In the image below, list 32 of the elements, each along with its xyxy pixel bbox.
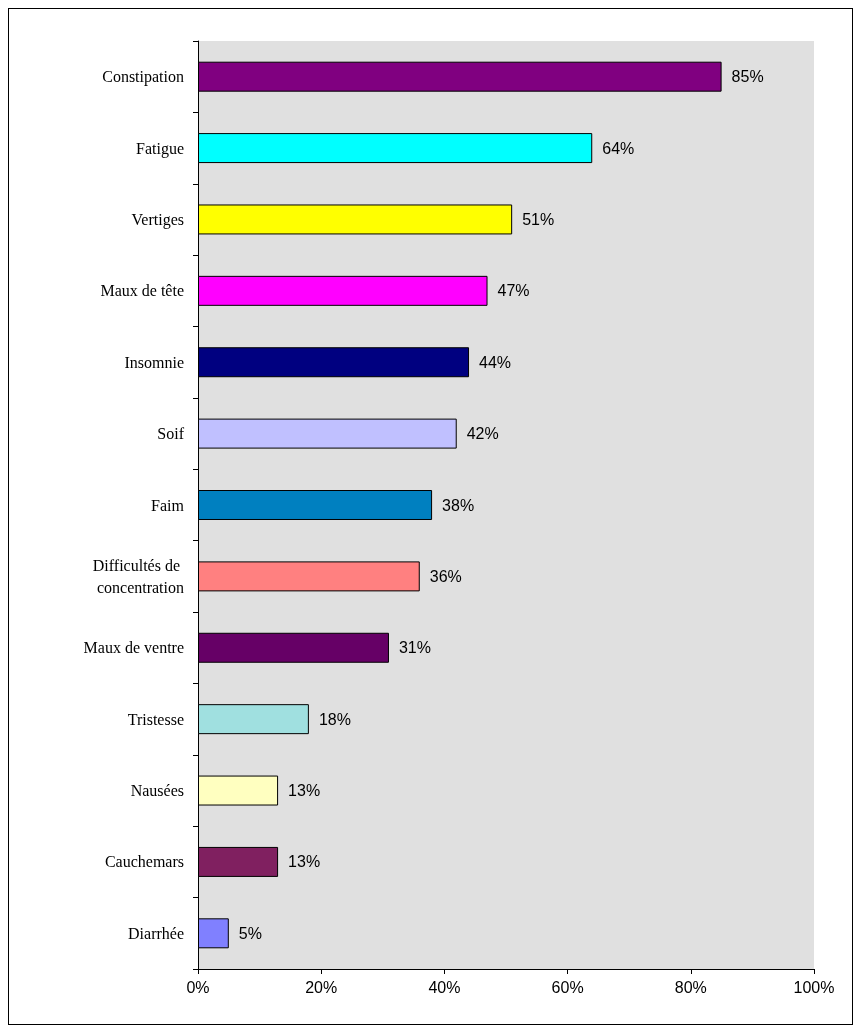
y-tick-label: Diarrhée (128, 924, 184, 942)
y-tick-label: Difficultés de concentration (92, 556, 184, 596)
y-tick-label: Constipation (102, 68, 184, 87)
data-label: 38% (442, 496, 475, 514)
x-tick-label: 0% (186, 978, 210, 996)
data-label: 5% (238, 924, 262, 942)
y-tick-label: Faim (151, 496, 185, 514)
x-tick-label: 100% (793, 978, 835, 996)
x-tick-label: 40% (428, 978, 461, 996)
y-tick-label: Cauchemars (104, 853, 184, 871)
y-tick-label: Maux de tête (100, 282, 184, 300)
data-label: 64% (602, 139, 635, 157)
data-label: 44% (479, 353, 512, 371)
y-tick-label: Fatigue (136, 139, 184, 158)
data-label: 42% (466, 425, 499, 443)
data-label: 47% (497, 282, 530, 300)
x-tick-label: 20% (305, 978, 338, 996)
y-tick-label: Soif (157, 425, 185, 443)
y-tick-label: Vertiges (131, 210, 184, 229)
y-tick-label: Nausées (130, 782, 184, 800)
data-label: 51% (522, 210, 555, 228)
data-label: 85% (731, 68, 764, 86)
y-tick-label: Insomnie (124, 353, 184, 371)
x-tick-label: 60% (551, 978, 584, 996)
x-tick-label: 80% (674, 978, 707, 996)
y-tick-label: Tristesse (127, 710, 184, 728)
y-tick-label: Maux de ventre (83, 639, 184, 657)
data-label: 18% (318, 710, 351, 728)
data-label: 36% (429, 567, 462, 585)
data-label: 31% (398, 639, 431, 657)
data-label: 13% (288, 782, 321, 800)
data-label: 13% (288, 853, 321, 871)
